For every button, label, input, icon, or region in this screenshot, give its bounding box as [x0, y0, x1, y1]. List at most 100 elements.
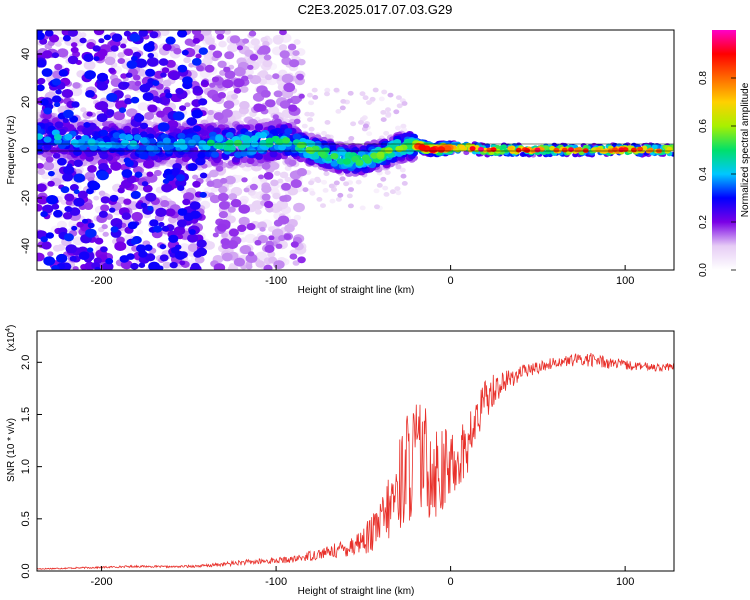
- spectrogram-cell: [246, 223, 256, 231]
- spectrogram-cell: [242, 135, 251, 142]
- spectrogram-cell: [100, 204, 110, 212]
- spectrogram-cell: [79, 37, 87, 44]
- colorbar-tick-label: 0.4: [698, 167, 709, 181]
- spectrogram-cell: [342, 158, 351, 165]
- spectrogram-cell: [182, 198, 191, 206]
- spectrogram-cell: [213, 112, 224, 121]
- spectrogram-cell: [133, 74, 141, 81]
- spectrogram-cell: [86, 111, 93, 117]
- spectrogram-cell: [240, 198, 248, 205]
- spectrogram-cell: [305, 146, 314, 154]
- spectrogram-cell: [311, 87, 318, 93]
- spectrogram-cell: [274, 170, 281, 176]
- spectrogram-cell: [213, 263, 226, 270]
- spectrogram-x-tick-label: 0: [448, 275, 454, 287]
- spectrogram-cell: [236, 45, 244, 51]
- spectrogram-cell: [45, 232, 54, 239]
- spectrogram-cell: [84, 70, 96, 80]
- spectrogram-cell: [159, 30, 170, 37]
- spectrogram-cell: [65, 199, 73, 206]
- spectrogram-cell: [212, 50, 223, 59]
- spectrogram-cell: [395, 190, 402, 196]
- spectrogram-cell: [42, 50, 53, 59]
- spectrogram-cell: [293, 202, 305, 213]
- spectrogram-cell: [582, 148, 589, 154]
- spectrogram-cell: [102, 121, 111, 128]
- spectrogram-cell: [137, 102, 149, 111]
- spectrogram-cell: [100, 129, 108, 137]
- spectrogram-cell: [265, 99, 276, 108]
- snr-y-tick-label: 2.0: [20, 355, 32, 370]
- spectrogram-cell: [177, 234, 184, 240]
- spectrogram-cell: [196, 65, 205, 72]
- spectrogram-cell: [191, 58, 202, 66]
- spectrogram-cell: [269, 161, 280, 170]
- spectrogram-cell: [212, 232, 219, 238]
- spectrogram-cell: [395, 164, 402, 170]
- snr-scale-factor: (x104): [5, 325, 17, 352]
- spectrogram-cell: [383, 130, 390, 136]
- spectrogram-cell: [366, 100, 372, 105]
- spectrogram-cell: [316, 197, 323, 202]
- spectrogram-cell: [71, 101, 80, 108]
- spectrogram-cell: [265, 137, 274, 144]
- spectrogram-cell: [215, 135, 224, 143]
- colorbar-tick-label: 0.6: [698, 119, 709, 133]
- spectrogram-cell: [186, 117, 198, 126]
- spectrogram-cell: [246, 157, 255, 165]
- spectrogram-cell: [131, 55, 138, 62]
- spectrogram-cell: [373, 188, 380, 194]
- spectrogram-cell: [187, 162, 198, 172]
- spectrogram-cell: [126, 175, 137, 184]
- spectrogram-cell: [125, 72, 133, 78]
- spectrogram-cell: [96, 170, 109, 181]
- spectrogram-cell: [304, 111, 311, 117]
- spectrogram-cell: [62, 35, 71, 42]
- spectrogram-cell: [162, 43, 172, 51]
- spectrogram-cell: [297, 58, 306, 66]
- spectrogram-cell: [145, 253, 156, 262]
- spectrogram-cell: [177, 208, 188, 216]
- snr-x-tick-label: -100: [265, 576, 287, 588]
- spectrogram-cell: [61, 88, 74, 99]
- spectrogram-cell: [60, 186, 70, 194]
- spectrogram-cell: [287, 43, 297, 51]
- snr-y-tick-label: 1.5: [20, 407, 32, 422]
- spectrogram-cell: [227, 264, 239, 270]
- spectrogram-cell: [245, 263, 253, 270]
- spectrogram-cell: [355, 159, 364, 166]
- spectrogram-cell: [87, 139, 96, 146]
- spectrogram-cell: [193, 250, 203, 258]
- spectrogram-y-tick-label: -40: [20, 238, 32, 254]
- spectrogram-cell: [443, 145, 452, 152]
- spectrogram-cell: [399, 167, 406, 173]
- spectrogram-cell: [37, 84, 45, 92]
- spectrogram-cell: [110, 161, 122, 171]
- spectrogram-cell: [37, 59, 47, 68]
- spectrogram-cell: [507, 146, 514, 151]
- spectrogram-cell: [87, 165, 97, 173]
- spectrogram-cell: [145, 192, 157, 202]
- spectrogram-cell: [140, 202, 148, 208]
- spectrogram-cell: [272, 114, 279, 120]
- spectrogram-cell: [214, 30, 226, 36]
- spectrogram-cell: [37, 124, 41, 132]
- spectrogram-cell: [138, 30, 149, 37]
- spectrogram-cell: [159, 254, 169, 262]
- spectrogram-cell: [40, 236, 48, 243]
- spectrogram-cell: [259, 226, 266, 232]
- spectrogram-cell: [39, 38, 48, 45]
- spectrogram-cell: [162, 79, 172, 87]
- spectrogram-cell: [52, 152, 61, 159]
- spectrogram-cell: [81, 218, 89, 224]
- spectrogram-cell: [534, 147, 541, 153]
- spectrogram-cell: [120, 73, 128, 79]
- spectrogram-cell: [233, 66, 246, 77]
- spectrogram-cell: [94, 266, 101, 270]
- spectrogram-cell: [174, 250, 186, 260]
- spectrogram-cell: [161, 225, 170, 232]
- spectrogram-cell: [268, 235, 275, 241]
- spectrogram-cell: [275, 138, 284, 145]
- spectrogram-cell: [362, 123, 369, 129]
